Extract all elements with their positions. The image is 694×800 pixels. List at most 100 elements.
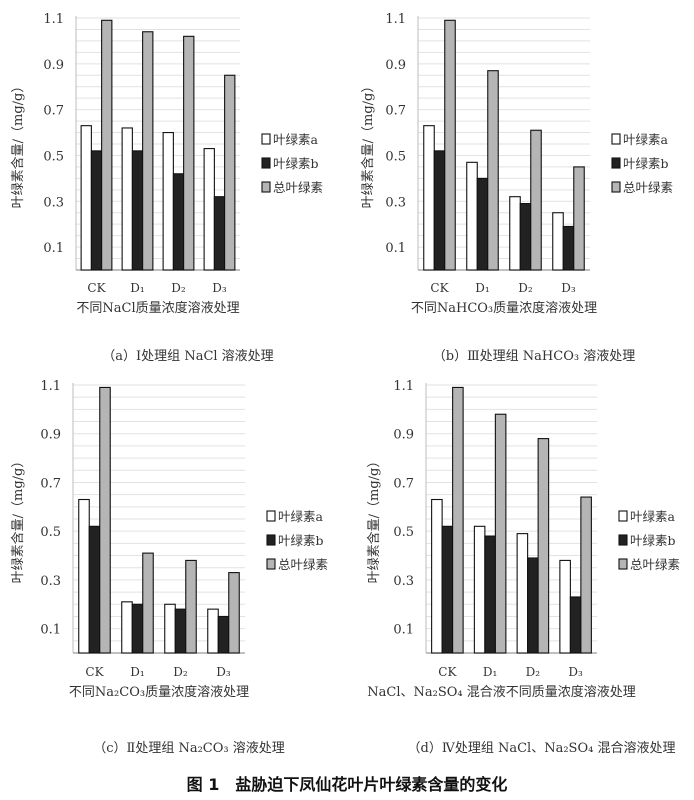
legend-swatch <box>611 157 621 169</box>
legend-label: 总叶绿素 <box>278 557 328 572</box>
x-category-label: D₃ <box>568 665 583 679</box>
x-category-label: D₂ <box>526 665 541 679</box>
x-category-label: CK <box>430 281 449 295</box>
bar-chl-b-1 <box>476 177 489 271</box>
bar-total-0 <box>452 386 464 654</box>
chart-panel-a: 0.1 0.3 0.5 0.7 0.9 1.1 CK D₁ D₂ D₃ 不同NaCl质量浓度溶液处理… <box>10 12 323 364</box>
y-tick-label: 0.3 <box>393 574 414 589</box>
y-tick-label: 1.1 <box>393 379 414 394</box>
bar-chl-a-1 <box>473 525 486 654</box>
bar-total-2 <box>530 129 542 271</box>
bar-total-2 <box>537 438 550 654</box>
y-tick-label: 0.5 <box>393 525 414 540</box>
legend-swatch <box>266 558 276 570</box>
bar-chl-a-3 <box>207 608 219 654</box>
legend-label: 总叶绿素 <box>273 180 323 195</box>
y-tick-label: 0.1 <box>43 241 64 256</box>
chart-panel-d: 0.1 0.3 0.5 0.7 0.9 1.1 CK D₁ D₂ D₃ NaCl、Na₂SO₄ 混合… <box>366 379 680 756</box>
y-axis-title: 叶绿素含量/（mg/g） <box>366 455 382 584</box>
bar-total-3 <box>573 166 585 271</box>
x-category-label: CK <box>87 281 106 295</box>
bar-total-1 <box>494 413 507 654</box>
bar-chl-a-2 <box>509 196 521 271</box>
bar-total-2 <box>185 559 197 654</box>
bar-total-3 <box>224 74 236 271</box>
y-tick-label: 0.9 <box>385 58 406 73</box>
panel-caption: （b）Ⅲ处理组 NaHCO₃ 溶液处理 <box>433 349 635 364</box>
y-axis-title: 叶绿素含量/（mg/g） <box>360 80 376 209</box>
y-tick-label: 0.1 <box>385 241 406 256</box>
bar-chl-b-0 <box>88 525 101 654</box>
legend-label: 叶绿素b <box>623 156 669 171</box>
legend-swatch <box>261 181 271 193</box>
y-tick-label: 0.9 <box>40 428 61 443</box>
legend-swatch <box>618 510 628 522</box>
legend-swatch <box>611 181 621 193</box>
y-tick-label: 0.1 <box>393 623 414 638</box>
bar-total-0 <box>101 19 113 271</box>
legend-label: 叶绿素a <box>630 509 676 524</box>
y-tick-label: 0.7 <box>385 104 406 119</box>
bar-chl-b-2 <box>172 173 185 271</box>
chart-panel-b: 0.1 0.3 0.5 0.7 0.9 1.1 CK D₁ D₂ D₃ 不同NaHCO₃质量浓度溶液… <box>360 12 673 364</box>
panel-caption: （d）Ⅳ处理组 NaCl、Na₂SO₄ 混合溶液处理 <box>408 741 676 756</box>
bar-total-0 <box>444 19 456 271</box>
bar-chl-a-1 <box>466 161 478 271</box>
x-category-label: CK <box>438 665 457 679</box>
y-tick-label: 0.5 <box>40 525 61 540</box>
panel-caption: （c）Ⅱ处理组 Na₂CO₃ 溶液处理 <box>93 741 285 756</box>
bar-chl-b-3 <box>562 225 575 271</box>
y-tick-label: 0.7 <box>40 476 61 491</box>
bar-total-1 <box>142 31 154 271</box>
x-axis-title: 不同NaCl质量浓度溶液处理 <box>76 300 239 316</box>
bar-chl-b-1 <box>484 535 496 654</box>
bar-chl-a-2 <box>162 131 174 271</box>
x-category-label: D₂ <box>173 665 188 679</box>
legend-label: 叶绿素b <box>273 156 319 171</box>
bar-chl-a-0 <box>431 498 443 654</box>
bar-total-1 <box>487 70 499 271</box>
x-category-label: D₃ <box>561 281 576 295</box>
bar-total-3 <box>228 572 240 654</box>
y-tick-label: 0.9 <box>43 58 64 73</box>
bar-chl-b-1 <box>131 603 144 654</box>
y-tick-label: 1.1 <box>43 12 64 27</box>
bar-total-0 <box>99 386 111 654</box>
y-tick-label: 0.7 <box>393 476 414 491</box>
bar-total-2 <box>183 35 195 271</box>
bar-chl-a-0 <box>80 125 92 271</box>
legend-swatch <box>618 534 628 546</box>
legend-label: 叶绿素a <box>623 132 669 147</box>
x-category-label: D₁ <box>130 281 144 295</box>
y-tick-label: 0.3 <box>43 195 64 210</box>
panel-caption: （a）Ⅰ处理组 NaCl 溶液处理 <box>102 349 273 364</box>
bar-chl-a-2 <box>164 603 176 654</box>
bar-chl-a-1 <box>121 601 133 654</box>
legend-swatch <box>261 133 271 145</box>
y-tick-label: 1.1 <box>385 12 406 27</box>
bar-chl-a-1 <box>121 127 133 271</box>
bar-chl-a-0 <box>423 125 435 271</box>
bar-chl-a-3 <box>559 559 571 654</box>
y-tick-label: 0.7 <box>43 104 64 119</box>
bar-chl-b-2 <box>174 608 187 654</box>
bar-total-1 <box>142 552 154 654</box>
legend-swatch <box>611 133 621 145</box>
x-category-label: D₃ <box>216 665 231 679</box>
y-tick-label: 0.3 <box>40 574 61 589</box>
bar-chl-a-3 <box>552 212 564 271</box>
x-category-label: D₁ <box>130 665 144 679</box>
chart-panel-c: 0.1 0.3 0.5 0.7 0.9 1.1 CK D₁ D₂ D₃ 不同Na₂CO₃质量浓度溶液… <box>10 379 328 756</box>
y-tick-label: 0.5 <box>385 149 406 164</box>
legend-label: 叶绿素a <box>278 509 324 524</box>
legend-label: 总叶绿素 <box>630 557 680 572</box>
bar-chl-a-3 <box>203 148 215 271</box>
x-axis-title: 不同NaHCO₃质量浓度溶液处理 <box>411 300 597 316</box>
x-category-label: D₃ <box>212 281 227 295</box>
bar-chl-b-1 <box>131 150 144 271</box>
legend-label: 叶绿素b <box>278 533 324 548</box>
legend-label: 总叶绿素 <box>623 180 673 195</box>
bar-chl-a-2 <box>516 533 529 654</box>
legend-swatch <box>266 534 276 546</box>
